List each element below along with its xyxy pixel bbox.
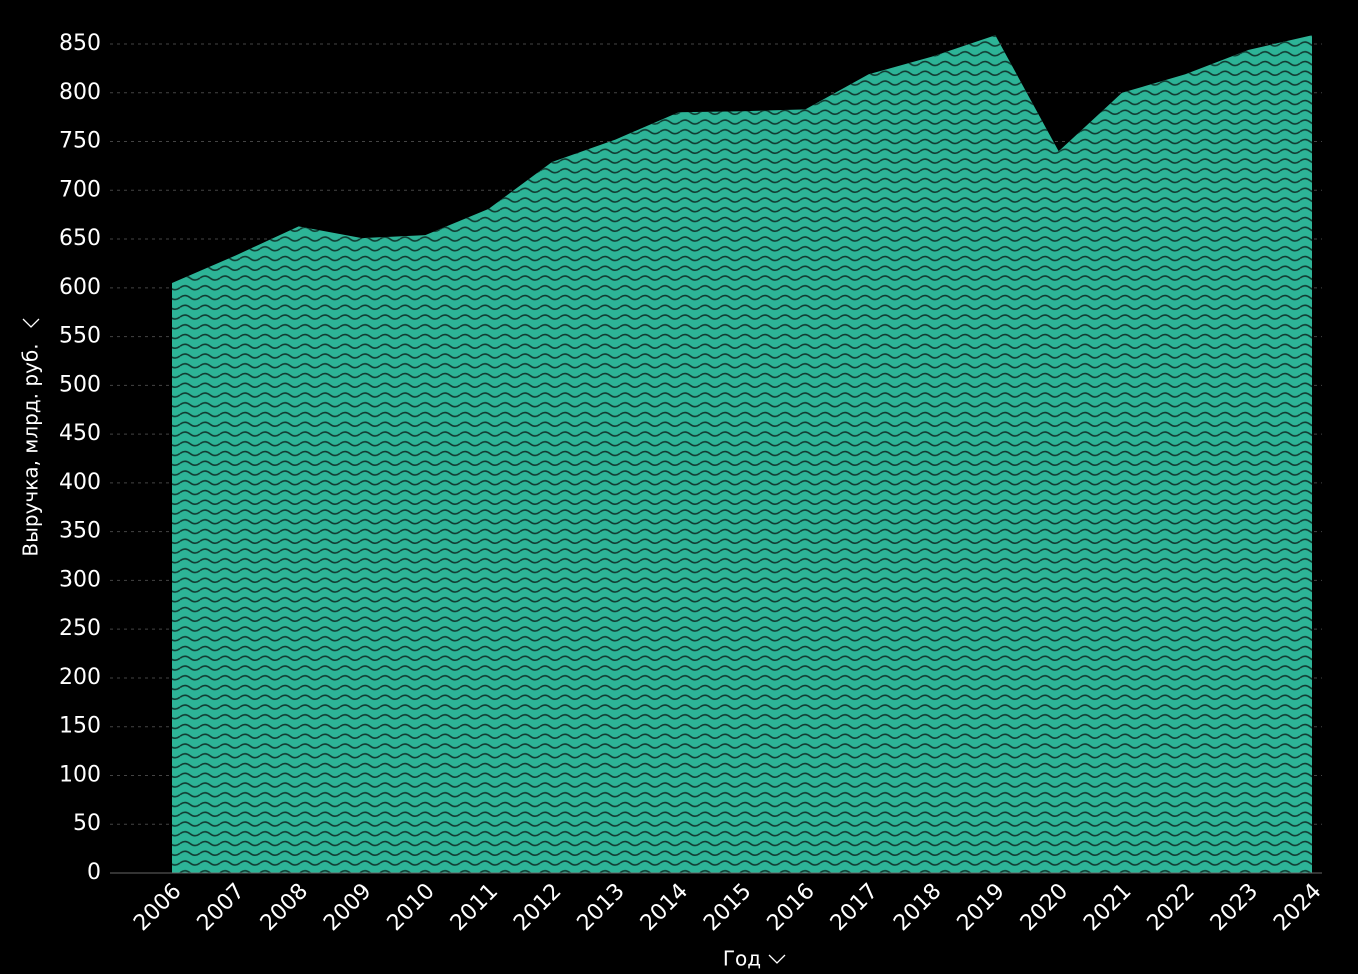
x-tick-label: 2006: [129, 879, 186, 936]
y-tick-label: 500: [59, 372, 101, 397]
y-tick-label: 0: [87, 860, 101, 885]
y-tick-label: 50: [73, 811, 101, 836]
x-tick-label: 2019: [953, 879, 1010, 936]
x-tick-label: 2013: [573, 879, 630, 936]
x-tick-label: 2015: [699, 879, 756, 936]
x-tick-label: 2007: [193, 879, 250, 936]
x-tick-label: 2017: [826, 879, 883, 936]
y-tick-label: 650: [59, 226, 101, 251]
y-tick-label: 600: [59, 275, 101, 300]
x-tick-label: 2018: [889, 879, 946, 936]
x-tick-label: 2012: [509, 879, 566, 936]
y-tick-label: 250: [59, 616, 101, 641]
y-tick-label: 100: [59, 762, 101, 787]
x-tick-label: 2020: [1016, 879, 1073, 936]
y-tick-label: 400: [59, 470, 101, 495]
x-tick-label: 2022: [1143, 879, 1200, 936]
y-tick-label: 700: [59, 177, 101, 202]
x-tick-label: 2009: [319, 879, 376, 936]
y-tick-label: 350: [59, 519, 101, 544]
y-tick-label: 200: [59, 665, 101, 690]
y-tick-label: 150: [59, 714, 101, 739]
y-tick-label: 300: [59, 567, 101, 592]
x-tick-label: 2016: [763, 879, 820, 936]
y-axis-title: Выручка, млрд. руб.: [19, 343, 43, 556]
y-tick-label: 850: [59, 31, 101, 56]
y-tick-label: 550: [59, 324, 101, 349]
x-axis-chevron: [768, 954, 786, 964]
x-tick-label: 2008: [256, 879, 313, 936]
plot: [172, 35, 1312, 873]
y-axis-chevron: [22, 318, 40, 328]
x-tick-label: 2021: [1079, 879, 1136, 936]
x-tick-label: 2023: [1206, 879, 1263, 936]
area-pattern: [172, 35, 1312, 873]
x-axis-title: Год: [723, 947, 761, 971]
y-tick-label: 750: [59, 129, 101, 154]
x-tick-label: 2010: [383, 879, 440, 936]
x-tick-label: 2011: [446, 879, 503, 936]
x-tick-label: 2014: [636, 879, 693, 936]
y-tick-label: 800: [59, 80, 101, 105]
y-tick-label: 450: [59, 421, 101, 446]
x-tick-label: 2024: [1269, 879, 1326, 936]
